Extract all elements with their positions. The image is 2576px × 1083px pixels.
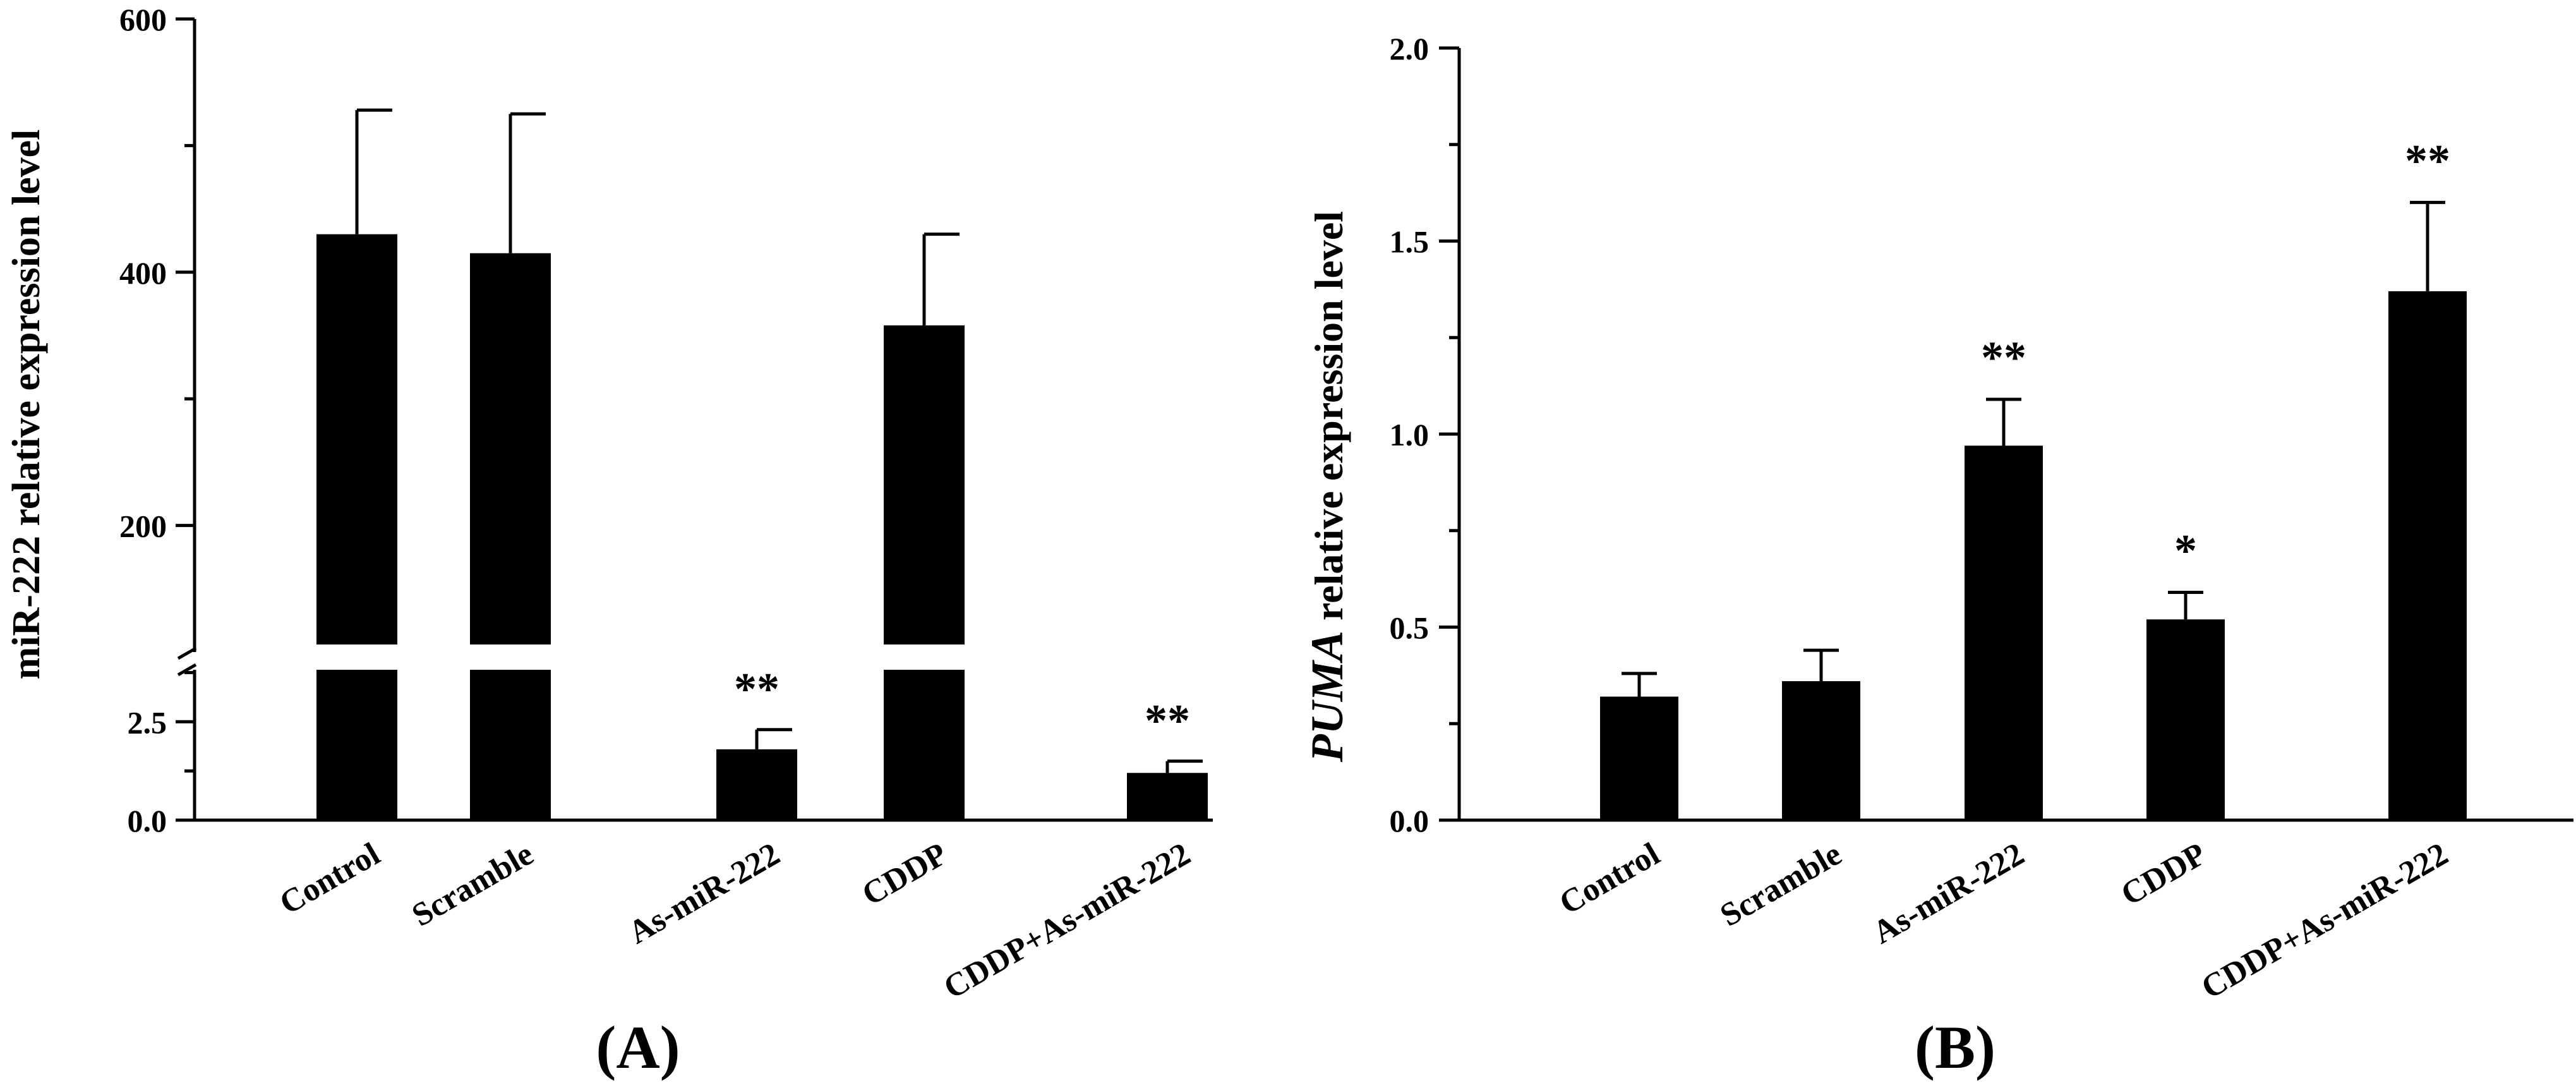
panel-b-y-tick-label: 0.5: [1390, 610, 1429, 646]
panel-a-bar: [884, 670, 965, 820]
panel-b-x-tick-label: CDDP+As-miR-222: [2196, 836, 2454, 1006]
panel-b-y-tick-label: 0.0: [1390, 803, 1429, 838]
panel-a-x-tick-label: Control: [274, 836, 386, 922]
panel-a-bar: [1127, 773, 1208, 820]
panel-b-y-tick-label: 1.0: [1390, 417, 1429, 452]
panel-a-y-tick-label: 2.5: [128, 705, 167, 740]
panel-b-y-tick-label: 1.5: [1390, 224, 1429, 260]
panel-b-bar: [2146, 619, 2225, 820]
panel-a-bar: [884, 325, 965, 644]
panel-a-label: (A): [596, 1013, 680, 1081]
panel-a-bar: [316, 234, 397, 644]
panel-b-bar: [1965, 445, 2043, 820]
panel-b-bar: [1782, 681, 1860, 820]
panel-b-x-tick-label: As-miR-222: [1867, 836, 2030, 951]
panel-a-bar: [716, 749, 797, 820]
panel-b-bar: [2388, 291, 2467, 820]
panel-b-y-axis-label: PUMA relative expression level: [1302, 211, 1352, 763]
panel-a-y-tick-label: 400: [119, 255, 167, 291]
panel-a-y-tick-label: 0.0: [128, 803, 167, 838]
panel-b-y-axis-label-italic: PUMA: [1302, 631, 1352, 763]
panel-a-bar: [470, 670, 551, 820]
panel-b-bar: [1600, 696, 1678, 820]
panel-a-bar: [316, 670, 397, 820]
panel-a-axis-break-mark: [177, 663, 197, 677]
panel-b-x-tick-label: Control: [1553, 836, 1666, 922]
panel-b-chart: 0.0 0.5 1.0 1.5 2.0 Control Scramble ** As-miR-2…: [1390, 31, 2573, 1006]
panel-a-x-tick-label: Scramble: [406, 836, 539, 934]
panel-a-x-tick-label: CDDP+As-miR-222: [938, 836, 1196, 1006]
panel-b-x-tick-label: Scramble: [1714, 836, 1848, 934]
panel-a-chart: 0.0 2.5 200 400 600 Control Scramble ** As-miR-2…: [119, 2, 1213, 1006]
panel-a-bar: [470, 253, 551, 644]
panel-b-significance-marker: **: [1981, 332, 2026, 383]
panel-a-axis-break-mark: [177, 646, 197, 660]
panel-a-x-tick-label: As-miR-222: [622, 836, 786, 951]
panel-b-significance-marker: **: [2405, 135, 2450, 186]
panel-b-y-axis-label-rest: relative expression level: [1306, 211, 1351, 631]
panel-b-label: (B): [1915, 1013, 1995, 1081]
panel-b-y-tick-label: 2.0: [1390, 31, 1429, 66]
panel-a-significance-marker: **: [734, 664, 779, 715]
panel-a-significance-marker: **: [1145, 696, 1190, 746]
panel-a-y-tick-label: 200: [119, 509, 167, 544]
panel-a-y-axis-label: miR-222 relative expression level: [5, 130, 48, 680]
panel-b-significance-marker: *: [2174, 526, 2197, 576]
panel-a-x-tick-label: CDDP: [856, 836, 953, 913]
panel-a-y-tick-label: 600: [119, 2, 167, 37]
panel-b-x-tick-label: CDDP: [2115, 836, 2212, 913]
